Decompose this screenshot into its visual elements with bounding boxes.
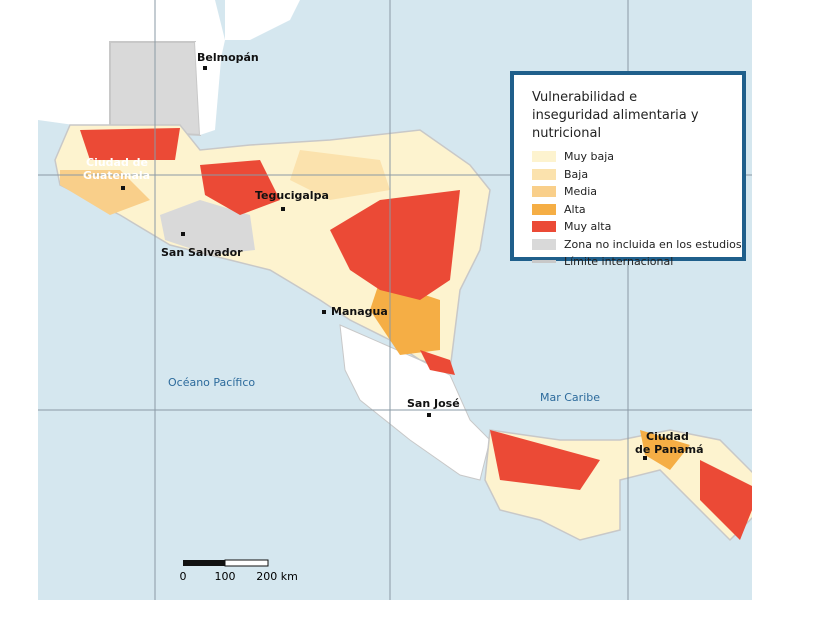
zone (370, 280, 440, 355)
legend-swatch (532, 151, 556, 163)
city: Ciudad (646, 430, 689, 443)
scale-label: 200 km (256, 570, 298, 583)
zone (640, 430, 690, 470)
legend-swatch (532, 186, 556, 198)
water-label: Océano Pacífico (168, 376, 255, 389)
legend-title: Vulnerabilidad e inseguridad alimentaria… (532, 90, 699, 141)
scale-label: 0 (180, 570, 187, 583)
legend-item: Media (532, 183, 742, 201)
scale-bar: 0 100 200 km (180, 559, 298, 583)
yucatan (225, 0, 300, 40)
legend-item: Zona no incluida en los estudios (532, 236, 742, 254)
legend-item: Baja (532, 166, 742, 184)
zone (700, 460, 752, 540)
zone (330, 190, 460, 300)
legend-swatch (532, 203, 556, 215)
city: San José (407, 397, 460, 410)
legend-item: Alta (532, 201, 742, 219)
legend-label: Muy baja (564, 150, 614, 164)
zone (60, 170, 150, 215)
legend-item: Límite internacional (532, 253, 742, 271)
legend-label: Zona no incluida en los estudios (564, 237, 742, 251)
legend-items: Muy baja Baja Media Alta Muy alta Zona no inc… (532, 148, 742, 271)
legend-swatch (532, 260, 556, 264)
legend-item: Muy alta (532, 218, 742, 236)
legend-item: Muy baja (532, 148, 742, 166)
city: Guatemala (83, 169, 150, 182)
legend-swatch (532, 168, 556, 180)
city: Managua (331, 305, 388, 318)
legend-swatch (532, 221, 556, 233)
belize (195, 42, 222, 135)
zone (200, 160, 280, 215)
legend-label: Muy alta (564, 220, 612, 234)
zone (490, 430, 600, 490)
city: Tegucigalpa (255, 189, 329, 202)
legend-swatch (532, 238, 556, 250)
city: Ciudad de (86, 156, 148, 169)
city: Belmopán (197, 51, 259, 64)
city: de Panamá (635, 443, 704, 456)
legend-label: Alta (564, 202, 586, 216)
city: San Salvador (161, 246, 243, 259)
legend: Vulnerabilidad e inseguridad alimentaria… (510, 71, 746, 268)
city-dots (121, 66, 647, 460)
zone (420, 350, 455, 375)
scale-label: 100 (215, 570, 236, 583)
legend-label: Límite internacional (564, 255, 674, 269)
legend-label: Media (564, 185, 598, 199)
legend-label: Baja (564, 167, 589, 181)
el-salvador-gray (160, 200, 255, 255)
water-label: Mar Caribe (540, 391, 600, 404)
